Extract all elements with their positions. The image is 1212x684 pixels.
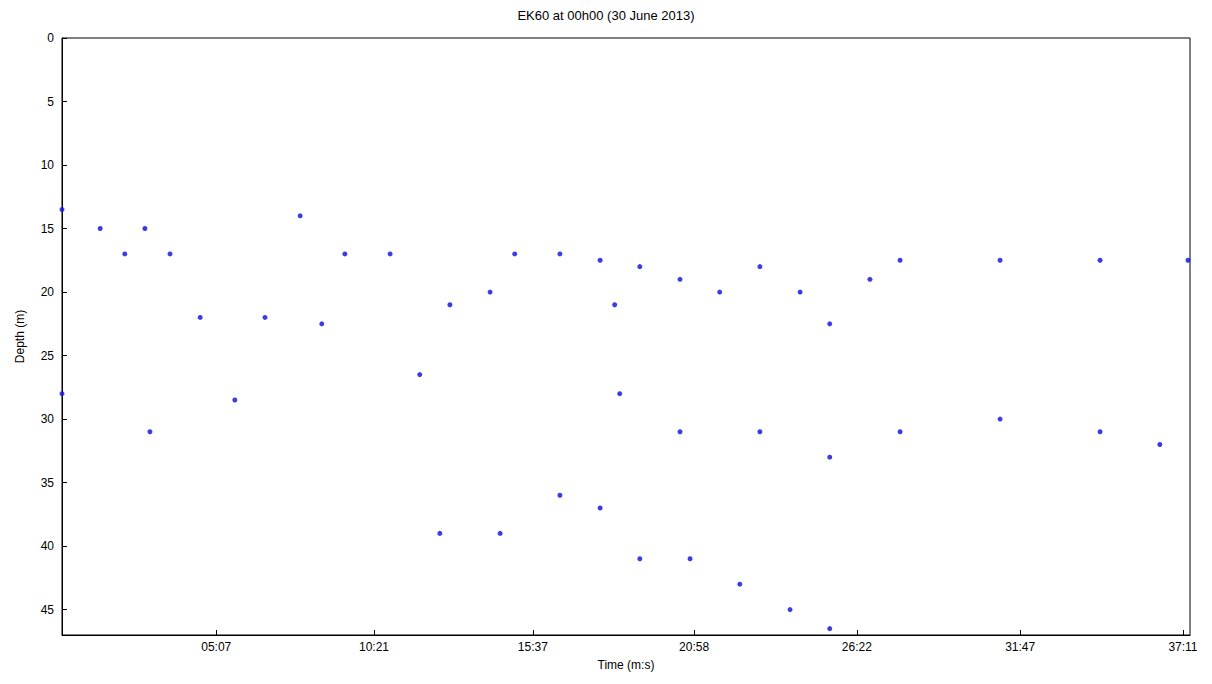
svg-text:35: 35	[41, 476, 55, 490]
svg-text:5: 5	[47, 95, 54, 109]
svg-text:0: 0	[47, 31, 54, 45]
svg-text:Time (m:s): Time (m:s)	[598, 658, 655, 672]
svg-text:31:47: 31:47	[1005, 640, 1035, 654]
svg-text:15:37: 15:37	[518, 640, 548, 654]
svg-text:25: 25	[41, 349, 55, 363]
svg-text:15: 15	[41, 222, 55, 236]
svg-text:20:58: 20:58	[679, 640, 709, 654]
svg-text:45: 45	[41, 603, 55, 617]
svg-text:Depth (m): Depth (m)	[13, 310, 27, 363]
svg-text:26:22: 26:22	[842, 640, 872, 654]
svg-text:10: 10	[41, 158, 55, 172]
svg-text:10:21: 10:21	[359, 640, 389, 654]
svg-text:EK60 at 00h00 (30 June 2013): EK60 at 00h00 (30 June 2013)	[517, 8, 694, 23]
svg-text:30: 30	[41, 412, 55, 426]
svg-text:05:07: 05:07	[201, 640, 231, 654]
svg-text:20: 20	[41, 285, 55, 299]
svg-text:37:11: 37:11	[1168, 640, 1197, 654]
svg-text:40: 40	[41, 539, 55, 553]
